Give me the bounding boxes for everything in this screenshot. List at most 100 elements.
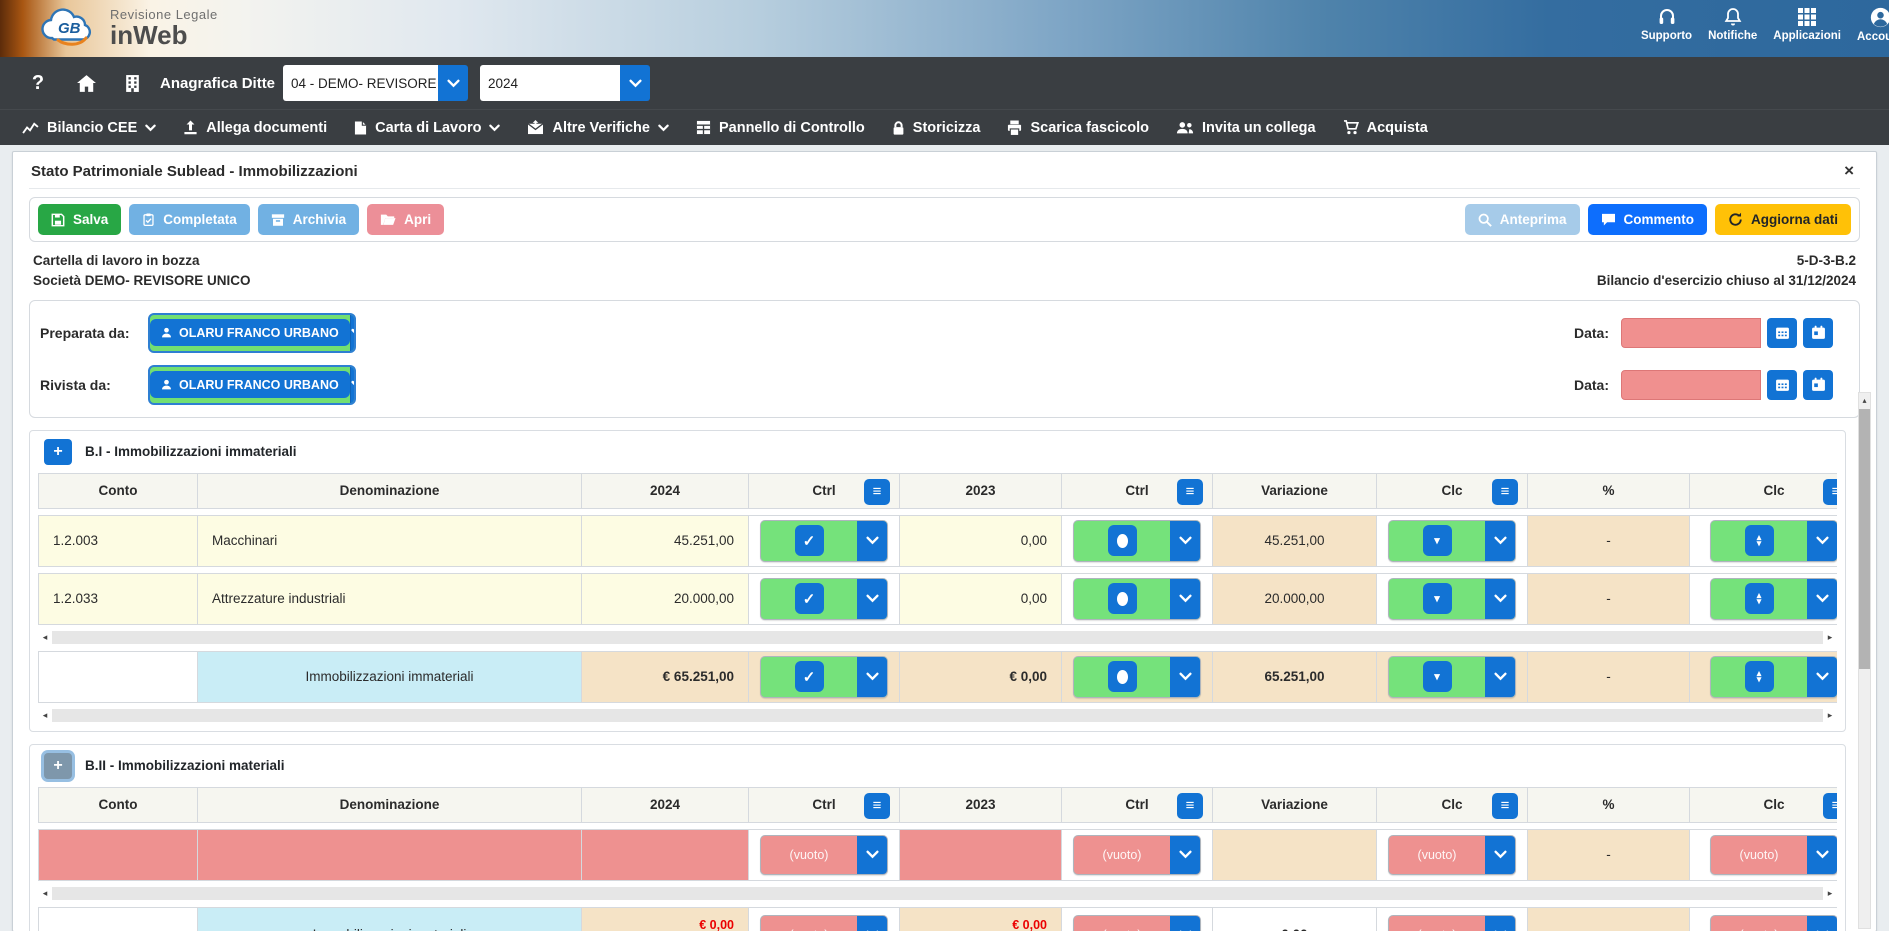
clc-select-caret[interactable]: ▾ — [1388, 656, 1516, 698]
ctrl-select-check[interactable]: ✓ — [760, 656, 888, 698]
rivista-da-select[interactable]: OLARU FRANCO URBANO — [148, 365, 356, 405]
chevron-down-icon[interactable] — [1807, 916, 1837, 931]
clc-select-updown[interactable]: ▴▾ — [1710, 578, 1837, 620]
menu-acquista[interactable]: Acquista — [1343, 120, 1428, 136]
chevron-down-icon[interactable] — [1485, 916, 1515, 931]
close-icon[interactable]: × — [1840, 161, 1858, 181]
menu-storicizza[interactable]: Storicizza — [892, 120, 981, 136]
column-menu-icon[interactable]: ≡ — [1823, 793, 1837, 819]
chevron-down-icon[interactable] — [1170, 521, 1200, 561]
calendar-day-icon[interactable] — [1803, 370, 1833, 400]
expand-section-button[interactable]: + — [44, 439, 72, 465]
aggiorna-dati-button[interactable]: Aggiorna dati — [1715, 204, 1851, 235]
chevron-down-icon[interactable] — [350, 367, 356, 403]
menu-altre-verifiche[interactable]: Altre Verifiche — [527, 120, 669, 136]
printer-icon — [1007, 120, 1022, 136]
clc-select-caret[interactable]: ▾ — [1388, 520, 1516, 562]
chevron-down-icon[interactable] — [438, 65, 468, 101]
clc-select-vuoto[interactable]: (vuoto) — [1710, 835, 1837, 875]
ctrl-select-vuoto[interactable]: (vuoto) — [760, 835, 888, 875]
chevron-down-icon[interactable] — [1170, 657, 1200, 697]
vertical-scrollbar[interactable]: ▴ — [1858, 392, 1871, 929]
calendar-day-icon[interactable] — [1803, 318, 1833, 348]
clc-select-caret[interactable]: ▾ — [1388, 578, 1516, 620]
date-input[interactable] — [1621, 370, 1761, 400]
chevron-down-icon[interactable] — [857, 579, 887, 619]
expand-section-button[interactable]: + — [44, 753, 72, 779]
chevron-down-icon[interactable] — [1807, 579, 1837, 619]
chevron-down-icon[interactable] — [1485, 836, 1515, 874]
apri-button[interactable]: Apri — [367, 204, 444, 235]
ctrl-select-circle[interactable] — [1073, 520, 1201, 562]
menu-carta-di-lavoro[interactable]: Carta di Lavoro — [354, 120, 500, 136]
horizontal-scrollbar[interactable]: ◂▸ — [38, 887, 1837, 901]
column-menu-icon[interactable]: ≡ — [1177, 793, 1203, 819]
commento-button[interactable]: Commento — [1588, 204, 1708, 235]
app-logo[interactable]: GB Revisione Legale inWeb — [38, 8, 218, 50]
help-button[interactable]: ? — [28, 72, 48, 95]
clc-select-vuoto[interactable]: (vuoto) — [1710, 915, 1837, 931]
notifications-button[interactable]: Notifiche — [1708, 7, 1757, 43]
col-ctrl-2023: Ctrl≡ — [1061, 787, 1213, 823]
support-button[interactable]: Supporto — [1641, 7, 1692, 43]
data-label: Data: — [1574, 325, 1609, 341]
chevron-down-icon[interactable] — [857, 836, 887, 874]
clc-select-vuoto[interactable]: (vuoto) — [1388, 915, 1516, 931]
completata-button[interactable]: Completata — [129, 204, 250, 235]
year-select[interactable]: 2024 — [480, 65, 650, 101]
chevron-down-icon[interactable] — [620, 65, 650, 101]
chevron-down-icon[interactable] — [1485, 657, 1515, 697]
clc-select-updown[interactable]: ▴▾ — [1710, 656, 1837, 698]
account-button[interactable]: Account — [1857, 7, 1889, 43]
col-conto: Conto — [38, 787, 198, 823]
ctrl-select-circle[interactable] — [1073, 578, 1201, 620]
denominazione-empty — [197, 829, 582, 881]
svg-text:GB: GB — [58, 20, 81, 37]
chevron-down-icon[interactable] — [1485, 521, 1515, 561]
column-menu-icon[interactable]: ≡ — [1823, 479, 1837, 505]
table-row-empty: (vuoto) (vuoto) (vuoto) - (vuoto) — [38, 829, 1837, 881]
archivia-button[interactable]: Archivia — [258, 204, 359, 235]
chevron-down-icon[interactable] — [857, 657, 887, 697]
ctrl-select-vuoto[interactable]: (vuoto) — [1073, 835, 1201, 875]
menu-scarica-fascicolo[interactable]: Scarica fascicolo — [1007, 120, 1149, 136]
column-menu-icon[interactable]: ≡ — [1177, 479, 1203, 505]
calendar-icon[interactable] — [1767, 318, 1797, 348]
company-select[interactable]: 04 - DEMO- REVISORE UNICO — [283, 65, 468, 101]
date-input[interactable] — [1621, 318, 1761, 348]
anteprima-button[interactable]: Anteprima — [1465, 204, 1580, 235]
ctrl-select-vuoto[interactable]: (vuoto) — [760, 915, 888, 931]
chevron-down-icon[interactable] — [1170, 579, 1200, 619]
menu-invita-un-collega[interactable]: Invita un collega — [1176, 120, 1316, 136]
column-menu-icon[interactable]: ≡ — [1492, 479, 1518, 505]
column-menu-icon[interactable]: ≡ — [864, 479, 890, 505]
ctrl-select-check[interactable]: ✓ — [760, 520, 888, 562]
clc-select-updown[interactable]: ▴▾ — [1710, 520, 1837, 562]
menu-pannello-di-controllo[interactable]: Pannello di Controllo — [696, 120, 865, 136]
chevron-down-icon[interactable] — [1807, 836, 1837, 874]
chevron-down-icon[interactable] — [1807, 521, 1837, 561]
save-button[interactable]: Salva — [38, 204, 121, 235]
menu-bilancio-cee[interactable]: Bilancio CEE — [22, 120, 156, 136]
home-icon[interactable] — [76, 74, 97, 93]
menu-allega-documenti[interactable]: Allega documenti — [183, 120, 327, 136]
chevron-down-icon[interactable] — [350, 315, 356, 351]
calendar-icon[interactable] — [1767, 370, 1797, 400]
ctrl-select-vuoto[interactable]: (vuoto) — [1073, 915, 1201, 931]
horizontal-scrollbar[interactable]: ◂▸ — [38, 709, 1837, 723]
preparata-da-select[interactable]: OLARU FRANCO URBANO — [148, 313, 356, 353]
chevron-down-icon[interactable] — [1170, 836, 1200, 874]
chevron-down-icon[interactable] — [857, 916, 887, 931]
column-menu-icon[interactable]: ≡ — [864, 793, 890, 819]
applications-button[interactable]: Applicazioni — [1773, 7, 1841, 43]
chevron-down-icon[interactable] — [1485, 579, 1515, 619]
horizontal-scrollbar[interactable]: ◂▸ — [38, 631, 1837, 645]
col-variazione: Variazione — [1212, 787, 1377, 823]
chevron-down-icon[interactable] — [1170, 916, 1200, 931]
chevron-down-icon[interactable] — [1807, 657, 1837, 697]
ctrl-select-circle[interactable] — [1073, 656, 1201, 698]
column-menu-icon[interactable]: ≡ — [1492, 793, 1518, 819]
clc-select-vuoto[interactable]: (vuoto) — [1388, 835, 1516, 875]
chevron-down-icon[interactable] — [857, 521, 887, 561]
ctrl-select-check[interactable]: ✓ — [760, 578, 888, 620]
